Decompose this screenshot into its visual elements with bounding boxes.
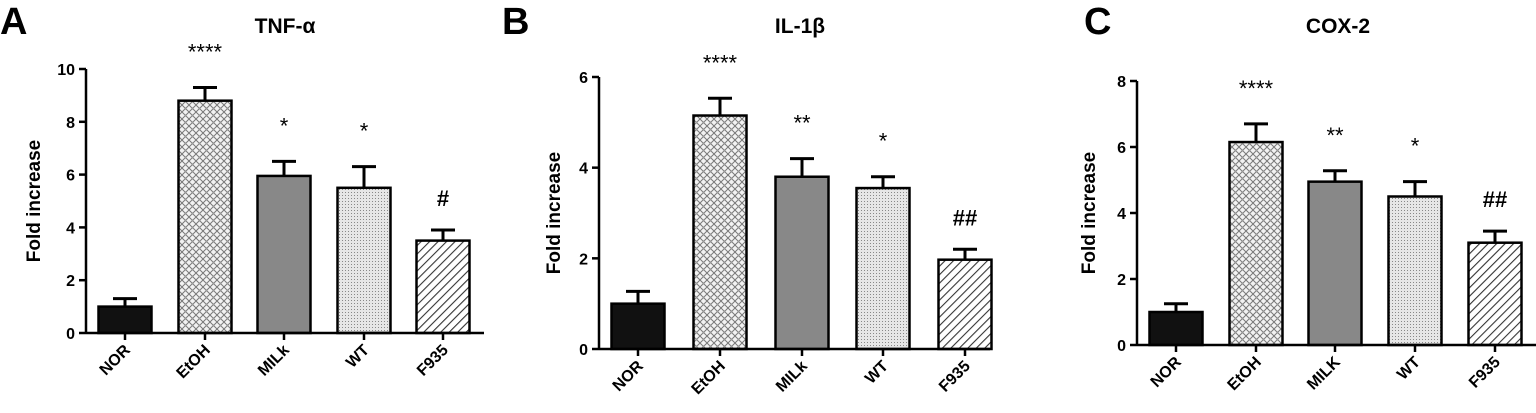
y-tick-label: 6 [579, 70, 588, 87]
significance-marker: # [437, 186, 449, 211]
y-tick-label: 2 [66, 273, 75, 290]
y-tick-label: 4 [1117, 206, 1126, 223]
y-tick-label: 6 [66, 168, 75, 185]
bar-f935 [1467, 241, 1523, 347]
y-tick-label: 6 [1117, 140, 1126, 157]
x-tick-label: NOR [610, 357, 647, 394]
significance-marker: * [280, 113, 289, 138]
bar-f935 [415, 239, 471, 335]
y-tick-label: 0 [66, 326, 75, 343]
chart-title: TNF-α [255, 15, 316, 38]
y-tick-label: 4 [66, 220, 75, 237]
y-axis-label: Fold increase [544, 152, 565, 275]
chart-title: COX-2 [1306, 15, 1370, 38]
panel-letter: C [1084, 1, 1111, 43]
bar-nor [97, 305, 153, 335]
y-tick-label: 0 [1117, 338, 1126, 355]
bar-wt [855, 186, 911, 351]
chart-title: IL-1β [775, 15, 825, 38]
bar-f935 [937, 258, 993, 351]
bar-milk [774, 175, 830, 351]
panel-c: C COX-2 Fold increase NOR **** EtOH ** MILK * WT #… [1079, 1, 1536, 394]
x-tick-label: NOR [97, 341, 134, 378]
x-tick-label: EtOH [689, 358, 729, 398]
x-tick-label: WT [1394, 354, 1424, 384]
x-tick-label: NOR [1148, 353, 1185, 390]
x-tick-label: WT [862, 358, 892, 388]
bar-nor [610, 302, 666, 351]
x-tick-label: WT [343, 342, 373, 372]
significance-marker: ** [1326, 123, 1344, 148]
bar-milk [1307, 180, 1363, 347]
y-tick-label: 2 [579, 251, 588, 268]
bar-etoh [1228, 140, 1284, 347]
y-axis-label: Fold increase [1079, 152, 1100, 275]
bar-milk [256, 174, 312, 335]
bar-wt [336, 186, 392, 335]
significance-marker: * [879, 129, 888, 154]
x-tick-label: EtOH [1225, 354, 1265, 394]
significance-marker: ## [953, 205, 977, 230]
panel-letter: B [502, 1, 529, 43]
y-tick-label: 4 [579, 161, 588, 178]
x-tick-label: MILK [1304, 353, 1344, 393]
x-tick-label: MILk [255, 342, 293, 380]
significance-marker: * [1411, 134, 1420, 159]
panel-a: A TNF-α Fold increase NOR **** EtOH * MILk * WT # F… [0, 1, 484, 382]
x-tick-label: MILk [773, 358, 811, 396]
y-tick-label: 10 [57, 62, 75, 79]
y-tick-label: 0 [579, 342, 588, 359]
significance-marker: ## [1483, 187, 1507, 212]
panel-b: B IL-1β Fold increase NOR **** EtOH ** MILk * WT #… [502, 1, 993, 398]
y-axis-label: Fold increase [24, 140, 45, 263]
x-tick-label: EtOH [174, 342, 214, 382]
x-tick-label: F935 [936, 358, 974, 396]
significance-marker: **** [1239, 76, 1274, 101]
significance-marker: **** [703, 50, 738, 75]
significance-marker: **** [188, 39, 223, 64]
bar-etoh [177, 99, 233, 335]
bar-nor [1148, 310, 1204, 347]
x-tick-label: F935 [1466, 354, 1504, 392]
x-tick-label: F935 [414, 342, 452, 380]
y-tick-label: 2 [1117, 272, 1126, 289]
bar-wt [1387, 195, 1443, 347]
significance-marker: ** [793, 111, 811, 136]
panel-letter: A [0, 1, 27, 43]
significance-marker: * [360, 119, 369, 144]
y-tick-label: 8 [66, 115, 75, 132]
bar-etoh [692, 114, 748, 351]
y-tick-label: 8 [1117, 74, 1126, 91]
